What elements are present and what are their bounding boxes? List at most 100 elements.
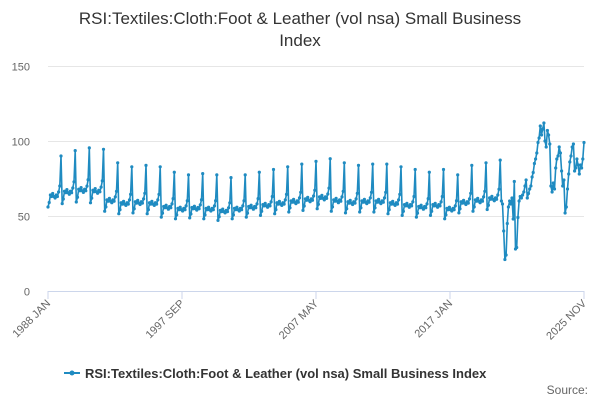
data-point-102 [166, 207, 170, 211]
data-point-408 [528, 187, 532, 191]
data-point-21 [71, 186, 75, 190]
data-point-360 [471, 209, 475, 213]
data-point-87 [149, 202, 153, 206]
data-point-249 [340, 195, 344, 199]
data-point-219 [305, 198, 309, 202]
legend-label[interactable]: RSI:Textiles:Cloth:Foot & Leather (vol n… [85, 366, 487, 381]
data-point-119 [186, 173, 191, 177]
data-point-419 [541, 127, 545, 131]
data-point-452 [580, 166, 584, 170]
data-point-287 [385, 162, 389, 166]
data-point-306 [407, 205, 411, 209]
data-point-190 [270, 194, 274, 199]
legend[interactable]: RSI:Textiles:Cloth:Foot & Leather (vol n… [64, 366, 487, 381]
data-point-4 [51, 191, 55, 196]
data-point-454 [582, 140, 586, 145]
data-point-225 [312, 194, 316, 198]
data-point-320 [424, 206, 428, 210]
y-axis-ticks: 0 50 100 150 [12, 62, 30, 299]
data-point-141 [212, 204, 217, 208]
data-point-214 [299, 190, 303, 194]
data-point-386 [502, 229, 506, 233]
data-point-6 [53, 196, 57, 200]
data-point-435 [560, 169, 564, 173]
data-point-376 [490, 194, 494, 198]
data-point-168 [244, 215, 248, 219]
data-point-145 [217, 215, 221, 219]
data-point-83 [144, 163, 148, 167]
data-point-325 [430, 209, 434, 213]
data-point-84 [145, 212, 149, 216]
source-credit[interactable]: Source: [547, 383, 588, 397]
data-point-8 [55, 194, 60, 199]
data-point-368 [480, 199, 485, 203]
data-point-88 [150, 199, 154, 203]
data-point-436 [561, 184, 565, 188]
data-point-174 [251, 207, 255, 211]
data-point-258 [351, 202, 355, 207]
data-point-73 [132, 207, 136, 211]
data-point-440 [565, 187, 570, 191]
data-point-308 [410, 204, 414, 208]
data-point-11 [59, 154, 63, 158]
data-point-406 [525, 196, 529, 200]
series-layer[interactable] [46, 121, 586, 262]
data-point-105 [170, 202, 174, 206]
data-point-403 [522, 190, 526, 194]
data-point-48 [103, 209, 107, 213]
data-point-177 [255, 202, 259, 206]
data-point-424 [547, 133, 551, 137]
data-point-336 [443, 217, 447, 221]
data-point-0 [46, 205, 50, 209]
data-point-372 [485, 207, 489, 212]
data-point-16 [65, 188, 69, 192]
data-point-20 [70, 191, 74, 195]
data-point-108 [173, 217, 178, 221]
data-point-357 [467, 197, 472, 201]
data-point-239 [328, 157, 332, 161]
data-point-28 [79, 186, 83, 190]
data-point-76 [136, 198, 140, 202]
data-point-179 [257, 170, 261, 174]
data-point-107 [172, 170, 176, 174]
data-point-328 [433, 201, 437, 205]
data-point-154 [228, 201, 232, 205]
data-point-200 [282, 202, 286, 206]
data-point-397 [515, 245, 519, 250]
data-point-409 [529, 184, 533, 188]
data-point-384 [499, 199, 503, 203]
data-point-366 [478, 201, 482, 205]
data-point-203 [286, 165, 290, 169]
data-point-140 [211, 208, 215, 212]
data-point-192 [273, 212, 277, 216]
data-point-270 [365, 202, 369, 206]
data-point-51 [106, 199, 110, 203]
data-point-111 [177, 208, 181, 212]
x-tick-label-2: 2007 MAY [277, 297, 322, 342]
data-point-318 [421, 207, 425, 211]
data-point-216 [301, 208, 305, 212]
data-point-169 [245, 211, 250, 215]
data-point-390 [506, 205, 510, 209]
data-point-304 [405, 201, 409, 205]
data-point-52 [107, 196, 111, 200]
data-point-9 [57, 190, 61, 194]
data-point-196 [277, 199, 281, 203]
data-point-393 [510, 196, 514, 200]
data-point-316 [419, 203, 423, 207]
data-point-178 [256, 197, 260, 201]
data-point-42 [96, 191, 100, 195]
data-point-183 [262, 204, 266, 208]
data-point-47 [101, 147, 106, 151]
data-point-244 [334, 196, 338, 200]
data-point-337 [444, 213, 448, 217]
data-point-292 [391, 199, 395, 203]
data-point-415 [536, 140, 540, 145]
data-point-405 [524, 178, 528, 182]
data-point-442 [568, 160, 572, 164]
data-point-414 [535, 151, 539, 155]
data-point-144 [216, 218, 220, 222]
data-point-189 [269, 200, 273, 204]
data-point-324 [428, 213, 433, 217]
data-point-136 [207, 205, 211, 209]
